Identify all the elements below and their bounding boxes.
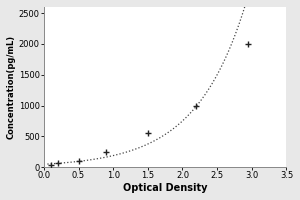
Y-axis label: Concentration(pg/mL): Concentration(pg/mL)	[7, 35, 16, 139]
X-axis label: Optical Density: Optical Density	[123, 183, 207, 193]
